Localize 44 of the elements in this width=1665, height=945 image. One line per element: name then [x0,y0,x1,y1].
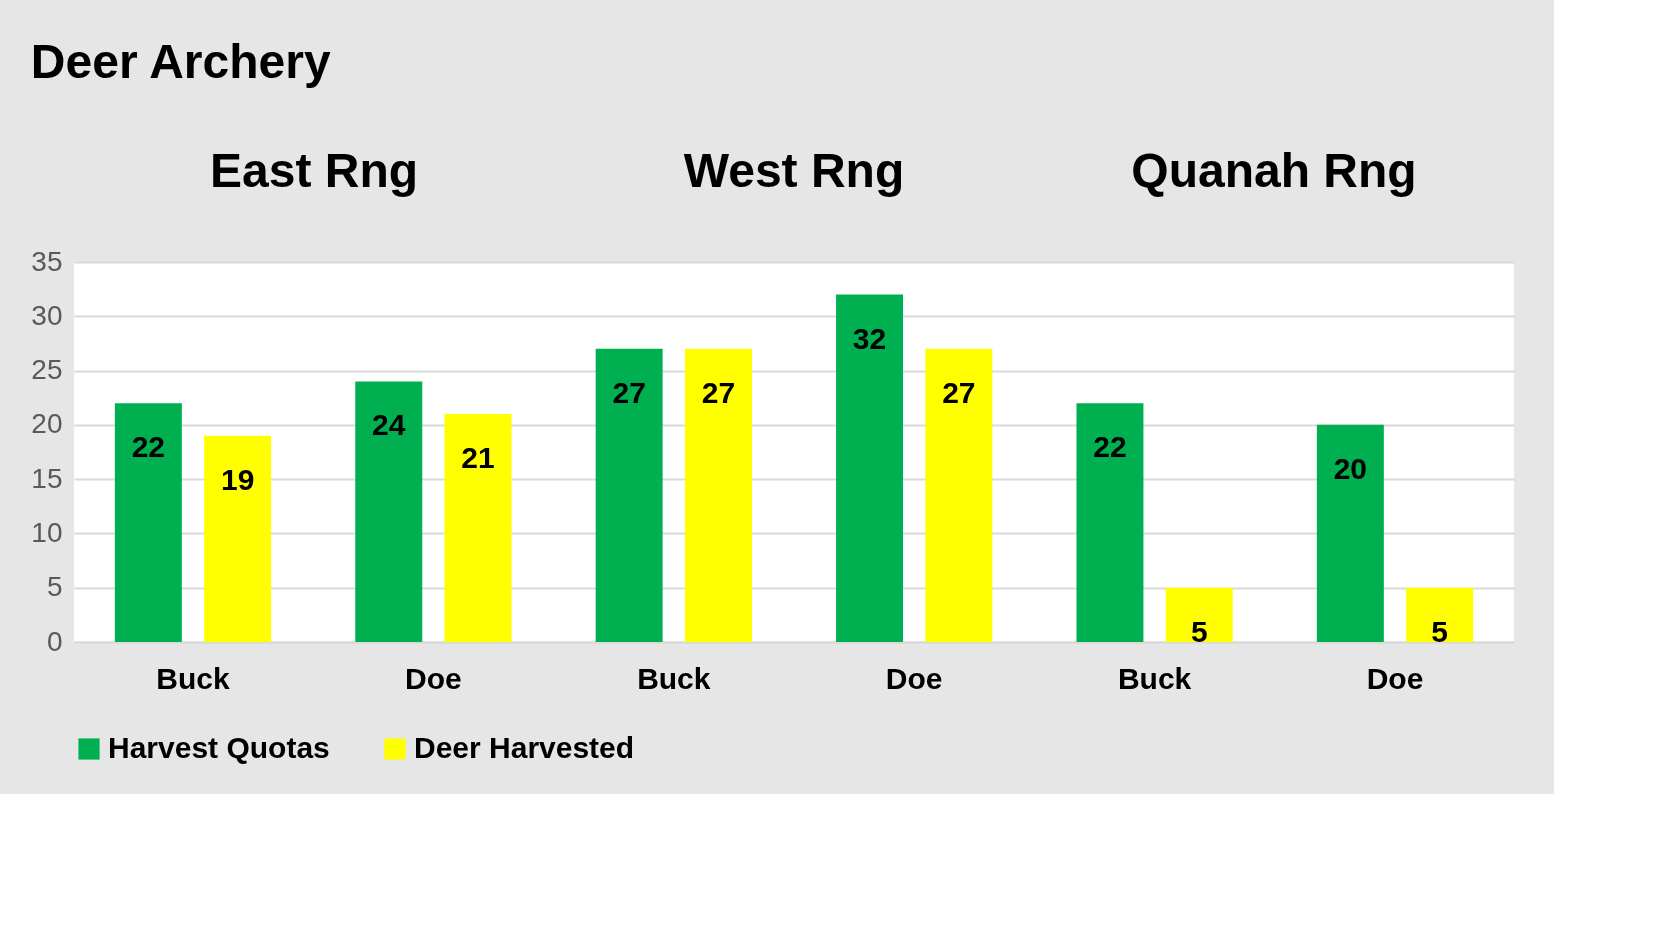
data-label: 27 [612,375,646,409]
data-label: 22 [131,430,166,464]
bar [595,348,663,642]
x-tick-label: Doe [1366,661,1424,695]
data-label: 27 [701,375,736,409]
legend-label: Deer Harvested [414,731,635,764]
x-tick-label: Doe [405,661,462,695]
bar [1076,403,1144,642]
text: Quanah Rng [1131,144,1417,197]
bar [684,348,752,642]
data-label: 27 [942,375,976,409]
y-tick-label: 20 [31,408,63,440]
data-label: 5 [1190,614,1208,648]
bar [204,435,272,642]
bar [1406,587,1474,642]
bar [114,403,182,642]
y-tick-label: 15 [31,462,63,494]
x-tick-label: Doe [885,661,943,695]
legend-label: Harvest Quotas [108,731,330,764]
y-tick-label: 35 [31,245,63,277]
bar [836,294,904,642]
bar [925,348,993,642]
data-label: 5 [1431,614,1448,648]
y-tick-label: 30 [31,299,63,331]
data-label: 32 [852,321,887,355]
data-label: 22 [1093,430,1127,464]
data-label: 21 [461,441,495,474]
data-label: 24 [372,408,406,442]
y-tick-label: 10 [31,516,63,548]
text: East Rng [209,144,419,197]
x-tick-label: Buck [1117,661,1192,695]
x-tick-label: Buck [637,661,711,695]
y-tick-label: 5 [46,571,63,603]
bar [1165,587,1233,642]
bar [355,381,423,642]
chart-title: Deer Archery [30,35,331,88]
text: West Rng [683,144,905,197]
bar [1316,424,1384,642]
data-label: 20 [1333,451,1368,485]
x-tick-label: Buck [156,661,230,695]
data-label: 19 [220,462,255,496]
bar [444,414,512,642]
y-tick-label: 0 [46,625,63,657]
y-tick-label: 25 [31,354,63,386]
